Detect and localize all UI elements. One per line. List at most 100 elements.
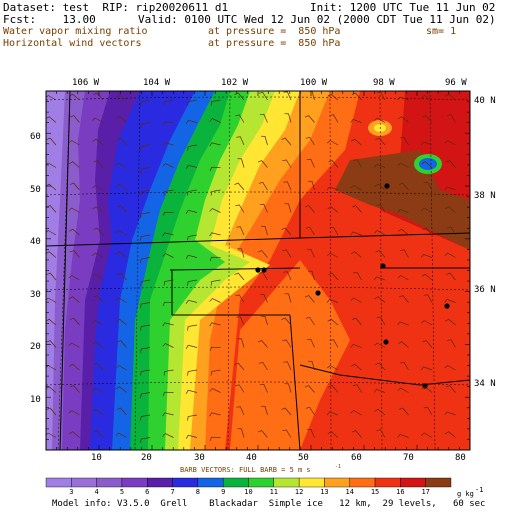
init-time-label: Init: 1200 UTC Tue 11 Jun 02 bbox=[310, 1, 496, 14]
wind-barb bbox=[187, 279, 198, 286]
wind-barb bbox=[308, 270, 315, 281]
wind-barb bbox=[185, 344, 198, 349]
colorbar-swatch bbox=[273, 477, 300, 488]
wind-barb bbox=[422, 340, 433, 348]
wind-barb bbox=[162, 412, 174, 417]
colorbar-swatch bbox=[71, 477, 97, 488]
wind-barb bbox=[257, 160, 268, 168]
wind-barb bbox=[116, 183, 127, 191]
field2-label: Horizontal wind vectors bbox=[3, 38, 142, 49]
wind-barb bbox=[350, 410, 362, 416]
wind-barb bbox=[140, 302, 151, 309]
colorbar: 3 4 5 6 7 8 9 10 11 12 13 14 15 16 17 bbox=[45, 477, 452, 496]
wind-barb bbox=[69, 363, 80, 371]
wind-barb bbox=[326, 411, 339, 416]
wind-barb bbox=[282, 159, 292, 168]
wind-barb bbox=[445, 272, 456, 281]
colorbar-unit: g kg bbox=[457, 490, 474, 498]
wind-barb bbox=[234, 92, 245, 101]
wind-barb bbox=[397, 321, 409, 326]
wind-barb bbox=[326, 252, 339, 258]
wind-barb bbox=[351, 317, 362, 326]
colorbar-swatch bbox=[197, 477, 224, 488]
wind-barb bbox=[140, 257, 151, 264]
wind-barb bbox=[69, 431, 80, 438]
lon-label: 98 W bbox=[373, 78, 395, 88]
wind-barb bbox=[397, 434, 409, 438]
colorbar-label: 10 bbox=[244, 488, 252, 496]
wind-barb bbox=[163, 189, 174, 196]
wind-barb bbox=[423, 181, 433, 191]
wind-barb bbox=[423, 294, 433, 303]
wind-barb bbox=[327, 431, 339, 438]
wind-barb bbox=[209, 208, 221, 213]
wind-barb bbox=[46, 340, 57, 348]
field2-pressure: at pressure = 850 hPa bbox=[208, 38, 341, 49]
wind-barb bbox=[46, 407, 57, 416]
wind-barb bbox=[308, 180, 315, 191]
lon-label: 106 W bbox=[72, 78, 100, 88]
wind-barb bbox=[162, 433, 174, 438]
wind-barb bbox=[162, 211, 174, 217]
wind-barb bbox=[234, 362, 245, 371]
wind-barb bbox=[398, 295, 409, 303]
wind-barb bbox=[397, 275, 409, 281]
wind-barb bbox=[140, 279, 151, 286]
lat-label: 38 N bbox=[474, 191, 496, 201]
axis-ticks bbox=[45, 90, 471, 451]
x-tick-label: 40 bbox=[246, 453, 257, 463]
y-tick-label: 40 bbox=[30, 237, 41, 247]
wind-barb bbox=[140, 437, 151, 444]
wind-barb bbox=[308, 360, 315, 371]
colorbar-swatch bbox=[96, 477, 123, 488]
wind-barb bbox=[444, 365, 456, 371]
wind-barb bbox=[185, 254, 198, 259]
model-info-footer: Model info: V3.5.0 Grell Blackadar Simpl… bbox=[52, 499, 486, 509]
wind-barb bbox=[68, 275, 80, 281]
wind-barb bbox=[116, 340, 127, 348]
colorbar-swatch bbox=[121, 477, 148, 488]
border-tx-ok-west bbox=[289, 314, 301, 450]
wind-barb bbox=[185, 119, 198, 124]
wind-barb bbox=[92, 408, 104, 416]
wind-barb bbox=[283, 271, 292, 281]
wind-barb bbox=[236, 406, 245, 416]
wind-barb bbox=[115, 95, 127, 101]
wind-barb bbox=[68, 410, 80, 416]
wind-barb bbox=[304, 115, 315, 123]
wind-barb bbox=[115, 230, 127, 236]
wind-barb bbox=[329, 339, 339, 348]
y-tick-label: 10 bbox=[30, 395, 41, 405]
wind-barb bbox=[304, 385, 315, 393]
wind-barb bbox=[69, 115, 80, 123]
y-tick-label: 60 bbox=[30, 132, 41, 142]
wind-barb bbox=[373, 117, 386, 123]
wind-barb bbox=[421, 386, 433, 393]
wind-barb bbox=[400, 361, 409, 371]
barb-legend-title: BARB VECTORS: FULL BARB = 5 m s bbox=[180, 466, 311, 474]
y-tick-labels: 10 20 30 40 50 60 bbox=[30, 132, 41, 405]
wind-barb bbox=[237, 158, 245, 168]
x-tick-label: 70 bbox=[403, 453, 414, 463]
wind-barb bbox=[68, 140, 80, 146]
wind-barb bbox=[259, 203, 268, 213]
wind-barb bbox=[257, 430, 268, 438]
field1-label: Water vapor mixing ratio bbox=[3, 26, 148, 37]
wind-barb bbox=[93, 430, 104, 438]
colorbar-swatch bbox=[248, 477, 275, 488]
wind-barb bbox=[209, 412, 221, 417]
dataset-label: Dataset: test RIP: rip20020611 d1 bbox=[3, 1, 229, 14]
wind-barb bbox=[140, 347, 151, 354]
wind-barb bbox=[420, 95, 433, 101]
wind-barb bbox=[281, 137, 292, 146]
wind-barb bbox=[235, 384, 245, 393]
colorbar-unit-sup: -1 bbox=[475, 486, 483, 494]
border-ok-panhandle-north bbox=[169, 267, 301, 271]
wind-barb bbox=[116, 272, 127, 281]
colorbar-label: 11 bbox=[270, 488, 278, 496]
wind-barb bbox=[304, 205, 315, 213]
wind-barb bbox=[162, 121, 174, 127]
wind-barb bbox=[162, 301, 174, 307]
colorbar-swatch bbox=[45, 477, 72, 488]
wind-barb bbox=[209, 436, 221, 442]
